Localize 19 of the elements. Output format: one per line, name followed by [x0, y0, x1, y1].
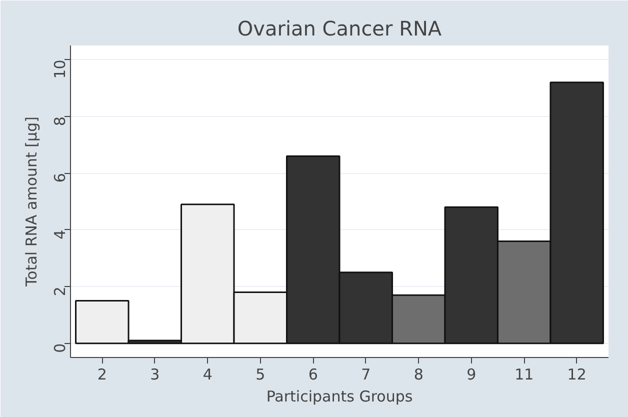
y-axis-title: Total RNA amount [μg]: [22, 116, 40, 288]
x-tick-label: 7: [361, 366, 371, 384]
x-tick-label: 9: [466, 366, 476, 384]
x-tick-label: 4: [202, 366, 212, 384]
x-tick-label: 2: [97, 366, 107, 384]
x-axis-title: Participants Groups: [266, 388, 413, 406]
y-tick-label: 8: [51, 116, 69, 126]
x-tick-label: 11: [514, 366, 534, 384]
x-tick-label: 3: [150, 366, 160, 384]
x-tick-label: 5: [256, 366, 266, 384]
y-tick-label: 0: [51, 343, 69, 353]
y-tick-label: 4: [51, 230, 69, 240]
x-tick-label: 12: [567, 366, 586, 384]
y-tick-label: 10: [51, 60, 69, 79]
x-tick-label: 6: [308, 366, 318, 384]
chart-title: Ovarian Cancer RNA: [237, 16, 442, 40]
y-tick-label: 6: [51, 173, 69, 183]
x-tick-label: 8: [414, 366, 424, 384]
y-tick-label: 2: [51, 286, 69, 296]
